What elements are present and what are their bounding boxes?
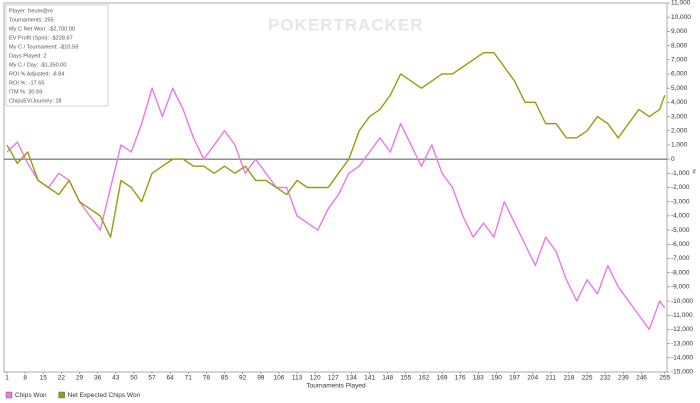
x-tick-label: 141 <box>364 375 375 382</box>
x-tick-label: 197 <box>509 375 520 382</box>
x-tick-label: 50 <box>130 375 138 382</box>
info-line: ChipsEV/Journey: 18 <box>9 98 62 104</box>
info-line: My C / Tournament: -$10.59 <box>9 44 78 50</box>
x-tick-label: 218 <box>564 375 575 382</box>
x-tick-label: 162 <box>419 375 430 382</box>
info-line: My C Net Won: -$2,700.00 <box>9 26 75 32</box>
x-tick-label: 8 <box>23 375 27 382</box>
x-tick-label: 183 <box>473 375 484 382</box>
y-tick-label: -5,000 <box>671 227 690 234</box>
x-tick-label: 92 <box>239 375 247 382</box>
y-tick-label: -11,000 <box>671 312 693 319</box>
y-tick-label: -1,000 <box>671 170 690 177</box>
y-tick-label: 9,000 <box>671 28 688 35</box>
y-tick-label: -6,000 <box>671 241 690 248</box>
x-tick-label: 190 <box>491 375 502 382</box>
x-tick-label: 15 <box>40 375 48 382</box>
y-tick-label: -14,000 <box>671 355 693 362</box>
y-tick-label: 8,000 <box>671 42 688 49</box>
info-line: Days Played: 2 <box>9 53 47 59</box>
info-line: Player: freum@re <box>9 8 53 14</box>
info-line: ROI % Adjusted: -8.84 <box>9 71 64 77</box>
y-tick-label: 5,000 <box>671 85 688 92</box>
x-tick-label: 225 <box>582 375 593 382</box>
y-tick-label: -15,000 <box>671 369 693 376</box>
info-line: Tournaments: 255 <box>9 17 54 23</box>
y-tick-label: -13,000 <box>671 340 693 347</box>
x-tick-label: 57 <box>148 375 156 382</box>
x-tick-label: 134 <box>346 375 357 382</box>
x-tick-label: 106 <box>274 375 285 382</box>
y-tick-label: 10,000 <box>671 14 691 21</box>
y-tick-label: -8,000 <box>671 269 690 276</box>
y-tick-label: 1,000 <box>671 142 688 149</box>
legend-label: Net Expected Chips Won <box>68 392 141 399</box>
x-tick-label: 211 <box>546 375 557 382</box>
x-tick-label: 176 <box>455 375 466 382</box>
legend-swatch <box>5 391 13 399</box>
info-line: ROI %: -17.65 <box>9 80 44 86</box>
x-tick-label: 204 <box>527 375 538 382</box>
x-tick-label: 43 <box>112 375 120 382</box>
x-tick-label: 120 <box>310 375 321 382</box>
x-tick-label: 36 <box>94 375 102 382</box>
x-tick-label: 78 <box>203 375 211 382</box>
x-tick-label: 113 <box>292 375 303 382</box>
y-tick-label: 2,000 <box>671 127 688 134</box>
x-axis-label: Tournaments Played <box>306 383 366 390</box>
x-tick-label: 239 <box>618 375 629 382</box>
series-line <box>6 51 666 238</box>
x-tick-label: 148 <box>382 375 393 382</box>
x-tick-label: 29 <box>76 375 84 382</box>
info-line: My C / Day: -$1,350.00 <box>9 62 67 68</box>
y-tick-label: 6,000 <box>671 71 688 78</box>
y-tick-label: -7,000 <box>671 255 690 262</box>
x-tick-label: 127 <box>328 375 339 382</box>
y-tick-label: 3,000 <box>671 113 688 120</box>
x-tick-label: 85 <box>221 375 229 382</box>
x-tick-label: 246 <box>636 375 647 382</box>
x-tick-label: 1 <box>5 375 9 382</box>
info-line: EV Profit (Spin): -$228.67 <box>9 35 73 41</box>
x-tick-label: 99 <box>257 375 265 382</box>
info-line: ITM %: 30.59 <box>9 89 42 95</box>
legend-swatch <box>58 391 65 399</box>
y-tick-label: -3,000 <box>671 198 690 205</box>
y-tick-label: -2,000 <box>671 184 690 191</box>
x-tick-label: 169 <box>437 375 448 382</box>
x-tick-label: 71 <box>185 375 193 382</box>
y-tick-label: 7,000 <box>671 56 688 63</box>
legend-label: Chips Won <box>15 392 47 399</box>
info-box <box>5 4 109 107</box>
x-tick-label: 64 <box>167 375 175 382</box>
x-tick-label: 232 <box>600 375 611 382</box>
x-tick-label: 255 <box>659 375 670 382</box>
y-tick-label: -12,000 <box>671 326 693 333</box>
y-tick-label: -10,000 <box>671 298 693 305</box>
y-tick-label: 11,000 <box>671 0 691 7</box>
x-tick-label: 155 <box>400 375 411 382</box>
y-tick-label: 4,000 <box>671 99 688 106</box>
watermark: POKERTRACKER <box>268 15 424 34</box>
series-line <box>6 87 666 331</box>
y-tick-label: -9,000 <box>671 284 690 291</box>
y-axis-label: # <box>692 169 696 176</box>
x-tick-label: 22 <box>58 375 66 382</box>
y-tick-label: 0 <box>671 156 675 163</box>
y-tick-label: -4,000 <box>671 213 690 220</box>
